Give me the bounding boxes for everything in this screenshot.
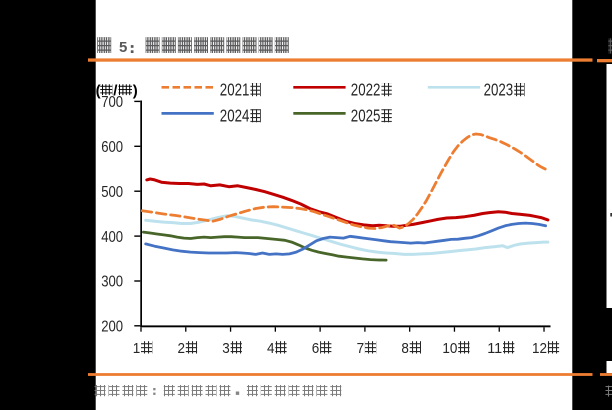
svg-text:4: 4	[267, 340, 275, 357]
svg-text:(: (	[96, 82, 101, 99]
svg-text:2021: 2021	[220, 80, 250, 100]
svg-text:700: 700	[101, 94, 123, 111]
svg-text:2: 2	[178, 340, 186, 357]
svg-text:200: 200	[101, 319, 123, 336]
svg-text:2025: 2025	[351, 106, 381, 126]
svg-text:600: 600	[101, 139, 123, 156]
svg-text:1: 1	[133, 340, 141, 357]
svg-text:): )	[133, 82, 138, 99]
svg-text:8: 8	[401, 340, 409, 357]
svg-text:11: 11	[487, 340, 502, 357]
svg-text:7: 7	[357, 340, 365, 357]
svg-text:2022: 2022	[351, 80, 381, 100]
svg-text:2024: 2024	[220, 106, 250, 126]
svg-text:10: 10	[442, 340, 457, 357]
svg-text:6: 6	[312, 340, 320, 357]
svg-text:3: 3	[222, 340, 230, 357]
svg-text:/: /	[113, 82, 118, 99]
svg-text:400: 400	[101, 229, 123, 246]
svg-text:2023: 2023	[484, 80, 514, 100]
svg-text:12: 12	[532, 340, 547, 357]
svg-text:5: 5	[119, 39, 127, 56]
svg-text:300: 300	[101, 274, 123, 291]
svg-text:500: 500	[101, 184, 123, 201]
